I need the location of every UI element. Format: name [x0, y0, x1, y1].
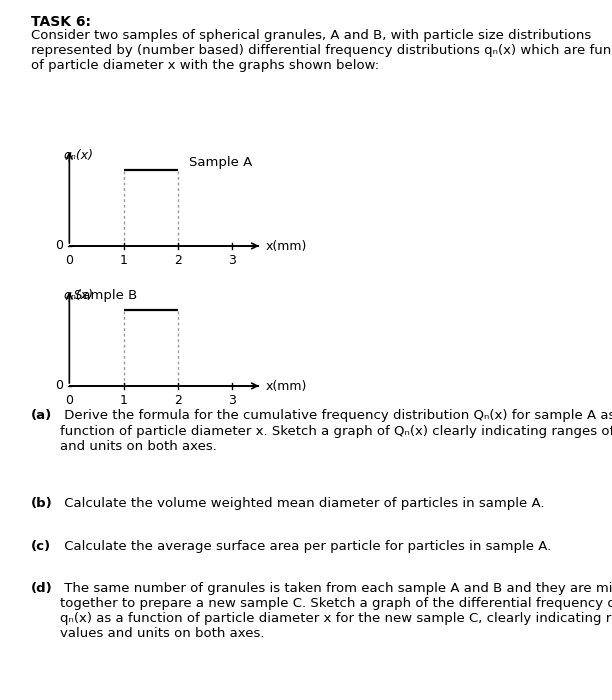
Text: 0: 0 — [65, 393, 73, 407]
Text: 3: 3 — [228, 253, 236, 267]
Text: 1: 1 — [119, 393, 127, 407]
Text: qₙ(x): qₙ(x) — [64, 289, 94, 302]
Text: (a): (a) — [31, 410, 52, 423]
Text: x(mm): x(mm) — [266, 240, 307, 253]
Text: Calculate the average surface area per particle for particles in sample A.: Calculate the average surface area per p… — [60, 540, 551, 554]
Text: 2: 2 — [174, 253, 182, 267]
Text: 1: 1 — [119, 253, 127, 267]
Text: (d): (d) — [31, 582, 53, 596]
Text: 0: 0 — [65, 253, 73, 267]
Text: 0: 0 — [55, 239, 63, 253]
Text: (c): (c) — [31, 540, 51, 554]
Text: 3: 3 — [228, 393, 236, 407]
Text: Calculate the volume weighted mean diameter of particles in sample A.: Calculate the volume weighted mean diame… — [60, 497, 545, 510]
Text: (b): (b) — [31, 497, 53, 510]
Text: x(mm): x(mm) — [266, 380, 307, 393]
Text: 0: 0 — [55, 379, 63, 393]
Text: TASK 6:: TASK 6: — [31, 15, 91, 29]
Text: Consider two samples of spherical granules, A and B, with particle size distribu: Consider two samples of spherical granul… — [31, 29, 612, 72]
Text: qₙ(x): qₙ(x) — [64, 149, 94, 162]
Text: The same number of granules is taken from each sample A and B and they are mixed: The same number of granules is taken fro… — [60, 582, 612, 640]
Text: Derive the formula for the cumulative frequency distribution Qₙ(x) for sample A : Derive the formula for the cumulative fr… — [60, 410, 612, 452]
Text: Sample B: Sample B — [73, 289, 137, 302]
Text: Sample A: Sample A — [188, 156, 252, 169]
Text: 2: 2 — [174, 393, 182, 407]
